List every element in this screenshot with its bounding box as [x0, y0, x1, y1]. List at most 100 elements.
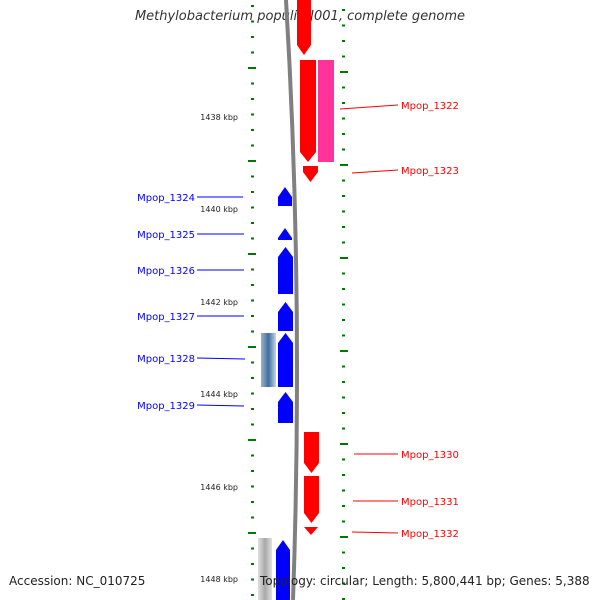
scale-tick — [342, 179, 345, 182]
gene-mpop-1328[interactable] — [278, 333, 293, 387]
scale-tick — [251, 20, 254, 23]
scale-tick — [342, 288, 345, 290]
scale-tick — [342, 319, 345, 321]
scale-tick — [248, 532, 256, 534]
scale-tick — [342, 133, 345, 135]
leader-line-mpop-1322 — [339, 104, 399, 110]
scale-tick — [251, 594, 254, 596]
scale-tick — [251, 330, 254, 333]
scale-tick — [342, 9, 345, 11]
gene-label-mpop-1331[interactable]: Mpop_1331 — [401, 497, 459, 508]
scale-tick — [342, 117, 345, 120]
gene-feature[interactable] — [261, 333, 276, 387]
leader-line-mpop-1329 — [196, 404, 245, 407]
scale-tick — [342, 412, 345, 414]
gene-feature[interactable] — [297, 0, 311, 55]
gene-mpop-1331[interactable] — [304, 476, 319, 523]
gene-mpop-1329[interactable] — [278, 392, 293, 423]
gene-mpop-1326[interactable] — [278, 247, 293, 294]
scale-tick — [342, 489, 345, 492]
scale-tick — [248, 67, 256, 69]
gene-label-mpop-1329[interactable]: Mpop_1329 — [137, 401, 195, 412]
scale-tick — [251, 191, 254, 193]
gene-label-mpop-1326[interactable]: Mpop_1326 — [137, 266, 195, 277]
leader-line-mpop-1323 — [351, 169, 399, 174]
scale-tick — [342, 505, 345, 507]
scale-tick — [251, 361, 254, 364]
gene-mpop-1324[interactable] — [278, 187, 292, 206]
scale-tick — [251, 129, 254, 131]
scale-tick — [342, 210, 345, 213]
scale-tick — [342, 86, 345, 89]
scale-tick — [248, 160, 256, 162]
scale-tick — [342, 272, 345, 275]
scale-tick — [251, 377, 254, 379]
scale-tick — [251, 82, 254, 85]
gene-feature[interactable] — [276, 540, 290, 600]
gene-feature[interactable] — [258, 538, 272, 600]
gene-label-mpop-1327[interactable]: Mpop_1327 — [137, 312, 195, 323]
gene-label-mpop-1330[interactable]: Mpop_1330 — [401, 450, 459, 461]
gene-mpop-1323[interactable] — [303, 166, 318, 182]
scale-tick — [342, 334, 345, 337]
scale-label: 1440 kbp — [200, 205, 238, 214]
scale-tick — [251, 408, 254, 410]
scale-label: 1448 kbp — [200, 575, 238, 584]
scale-tick — [251, 423, 254, 426]
scale-tick — [340, 164, 348, 166]
scale-tick — [342, 567, 345, 569]
gene-mpop-1327[interactable] — [278, 302, 293, 331]
gene-mpop-1322[interactable] — [300, 60, 316, 162]
genome-backbone-arc — [284, 0, 300, 600]
scale-tick — [340, 71, 348, 73]
scale-tick — [342, 381, 345, 383]
gene-label-mpop-1325[interactable]: Mpop_1325 — [137, 230, 195, 241]
scale-tick — [340, 350, 348, 352]
scale-tick — [342, 582, 345, 585]
scale-tick — [342, 303, 345, 306]
scale-tick — [342, 226, 345, 228]
scale-tick — [342, 551, 345, 554]
gene-mpop-1330[interactable] — [304, 432, 319, 473]
scale-label: 1438 kbp — [200, 113, 238, 122]
gene-mpop-1325[interactable] — [278, 228, 292, 240]
scale-tick — [251, 113, 254, 116]
scale-tick — [340, 257, 348, 259]
gene-label-mpop-1322[interactable]: Mpop_1322 — [401, 101, 459, 112]
scale-tick — [251, 206, 254, 209]
scale-tick — [248, 439, 256, 441]
scale-tick — [342, 365, 345, 368]
leader-line-mpop-1328 — [196, 357, 246, 360]
scale-tick — [340, 443, 348, 445]
accession-text: Accession: NC_010725 — [9, 574, 146, 588]
scale-tick — [342, 195, 345, 197]
scale-label: 1442 kbp — [200, 298, 238, 307]
scale-tick — [342, 520, 345, 523]
scale-tick — [251, 5, 254, 7]
scale-tick — [342, 396, 345, 399]
gene-label-mpop-1323[interactable]: Mpop_1323 — [401, 166, 459, 177]
scale-label: 1446 kbp — [200, 483, 238, 492]
scale-tick — [251, 51, 254, 54]
scale-tick — [251, 454, 254, 457]
scale-tick — [251, 470, 254, 472]
gene-mpop-1332[interactable] — [304, 527, 318, 535]
gene-feature[interactable] — [318, 60, 334, 162]
scale-tick — [342, 598, 345, 600]
scale-tick — [340, 536, 348, 538]
scale-tick — [251, 547, 254, 550]
scale-tick — [248, 253, 256, 255]
scale-tick — [251, 563, 254, 565]
scale-tick — [342, 427, 345, 430]
scale-tick — [342, 24, 345, 27]
scale-tick — [251, 392, 254, 395]
gene-label-mpop-1332[interactable]: Mpop_1332 — [401, 529, 459, 540]
scale-tick — [251, 516, 254, 519]
gene-label-mpop-1324[interactable]: Mpop_1324 — [137, 193, 195, 204]
gene-label-mpop-1328[interactable]: Mpop_1328 — [137, 354, 195, 365]
leader-line-mpop-1332 — [351, 531, 399, 534]
scale-tick — [342, 241, 345, 244]
scale-tick — [251, 98, 254, 100]
scale-tick — [251, 222, 254, 224]
